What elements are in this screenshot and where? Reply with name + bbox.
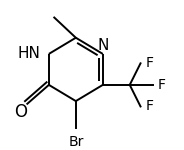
Text: Br: Br (68, 135, 84, 149)
Text: F: F (145, 56, 153, 70)
Text: O: O (14, 103, 27, 121)
Text: N: N (97, 38, 109, 53)
Text: F: F (145, 99, 153, 113)
Text: HN: HN (18, 46, 41, 61)
Text: F: F (157, 78, 165, 92)
